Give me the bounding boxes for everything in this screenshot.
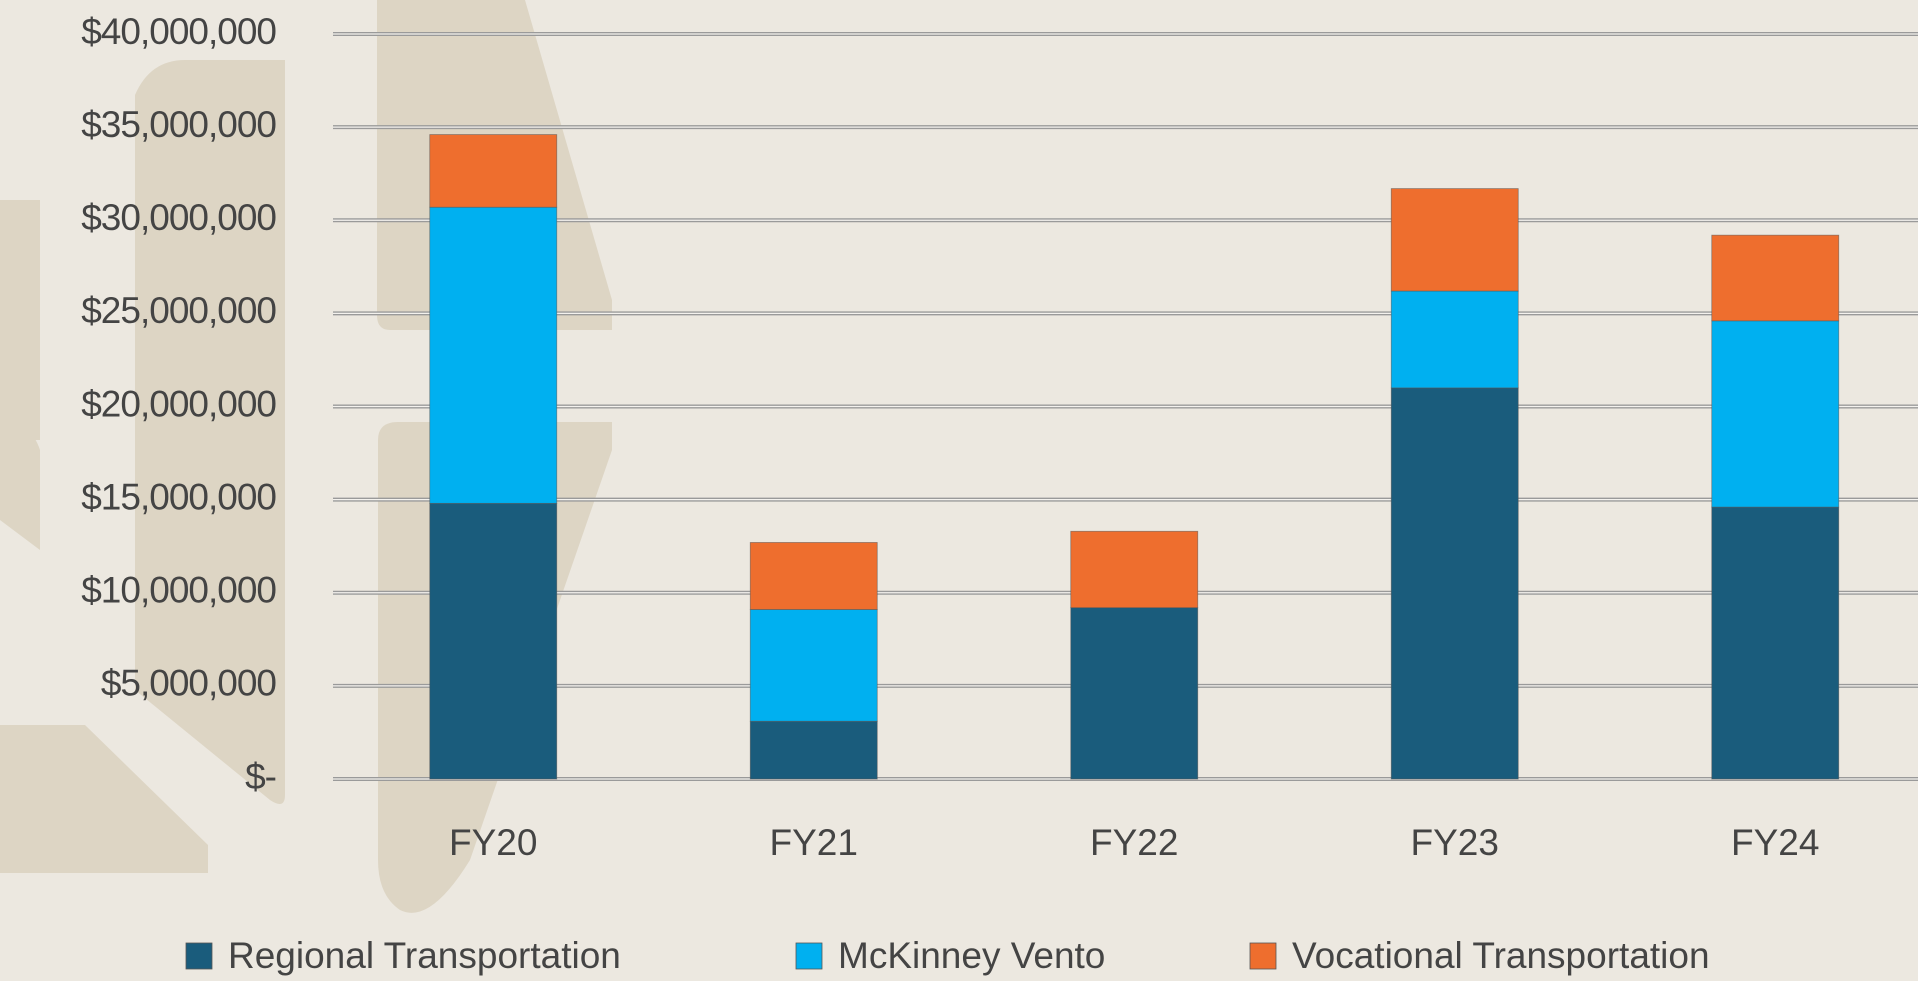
x-tick-label: FY23 <box>1411 822 1499 863</box>
legend-label: Regional Transportation <box>228 935 621 976</box>
bar-segment <box>1390 188 1519 292</box>
x-tick-label: FY22 <box>1090 822 1178 863</box>
y-tick-label: $30,000,000 <box>81 197 276 238</box>
y-tick-label: $- <box>245 756 276 797</box>
x-tick-label: FY20 <box>449 822 537 863</box>
x-tick-label: FY21 <box>770 822 858 863</box>
legend-label: Vocational Transportation <box>1292 935 1710 976</box>
legend-swatch <box>1249 942 1277 970</box>
y-tick-label: $5,000,000 <box>101 663 277 704</box>
bar-segment <box>429 206 558 504</box>
bar-segment <box>749 720 878 780</box>
bar-segment <box>1390 290 1519 389</box>
bar-segment <box>749 542 878 610</box>
bar-segment <box>1070 530 1199 609</box>
bar-segment <box>429 134 558 208</box>
y-tick-label: $35,000,000 <box>81 104 276 145</box>
bar-segment <box>1711 506 1840 780</box>
y-tick-label: $10,000,000 <box>81 570 276 611</box>
y-tick-label: $25,000,000 <box>81 290 276 331</box>
bar-segment <box>1711 234 1840 322</box>
bar-segment <box>749 609 878 722</box>
x-tick-label: FY24 <box>1731 822 1819 863</box>
bar-segment <box>1390 387 1519 780</box>
y-tick-label: $40,000,000 <box>81 11 276 52</box>
legend-swatch <box>795 942 823 970</box>
bar-segment <box>429 502 558 780</box>
bar-segment <box>1070 607 1199 780</box>
y-tick-label: $20,000,000 <box>81 383 276 424</box>
bar-segment <box>1711 320 1840 508</box>
y-tick-label: $15,000,000 <box>81 476 276 517</box>
legend-swatch <box>185 942 213 970</box>
legend-label: McKinney Vento <box>838 935 1105 976</box>
